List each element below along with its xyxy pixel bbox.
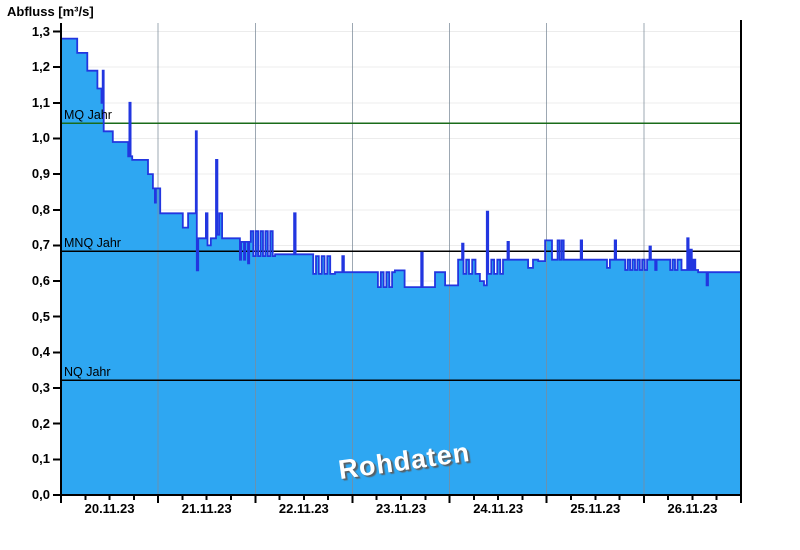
y-tick-label: 1,3 [31,23,50,39]
y-tick-label: 0,8 [31,201,50,217]
x-tick-label: 22.11.23 [278,501,329,516]
discharge-area [61,38,741,495]
y-tick-label: 1,2 [31,59,50,75]
y-tick-label: 0,6 [31,273,50,289]
y-tick-label: 0,2 [31,415,50,431]
y-tick-label: 0,4 [31,344,50,360]
y-tick-label: 1,1 [31,94,50,110]
y-tick-label: 1,0 [31,130,50,146]
y-tick-label: 0,1 [31,451,50,467]
y-tick-label: 0,5 [31,308,50,324]
ref-label-nq: NQ Jahr [64,365,111,380]
x-tick-label: 24.11.23 [473,501,524,516]
x-tick-label: 25.11.23 [570,501,621,516]
y-tick-label: 0,3 [31,380,50,396]
y-tick-label: 0,7 [31,237,50,253]
discharge-line [61,37,741,288]
ref-label-mnq: MNQ Jahr [64,236,121,251]
x-tick-label: 23.11.23 [376,501,426,516]
x-tick-label: 20.11.23 [84,501,135,516]
ref-label-mq: MQ Jahr [64,108,112,123]
y-tick-label: 0,0 [31,487,50,502]
x-tick-label: 26.11.23 [667,501,718,516]
chart-title: Abfluss [m³/s] [7,4,94,19]
x-tick-label: 21.11.23 [181,501,232,516]
y-tick-label: 0,9 [31,166,50,182]
